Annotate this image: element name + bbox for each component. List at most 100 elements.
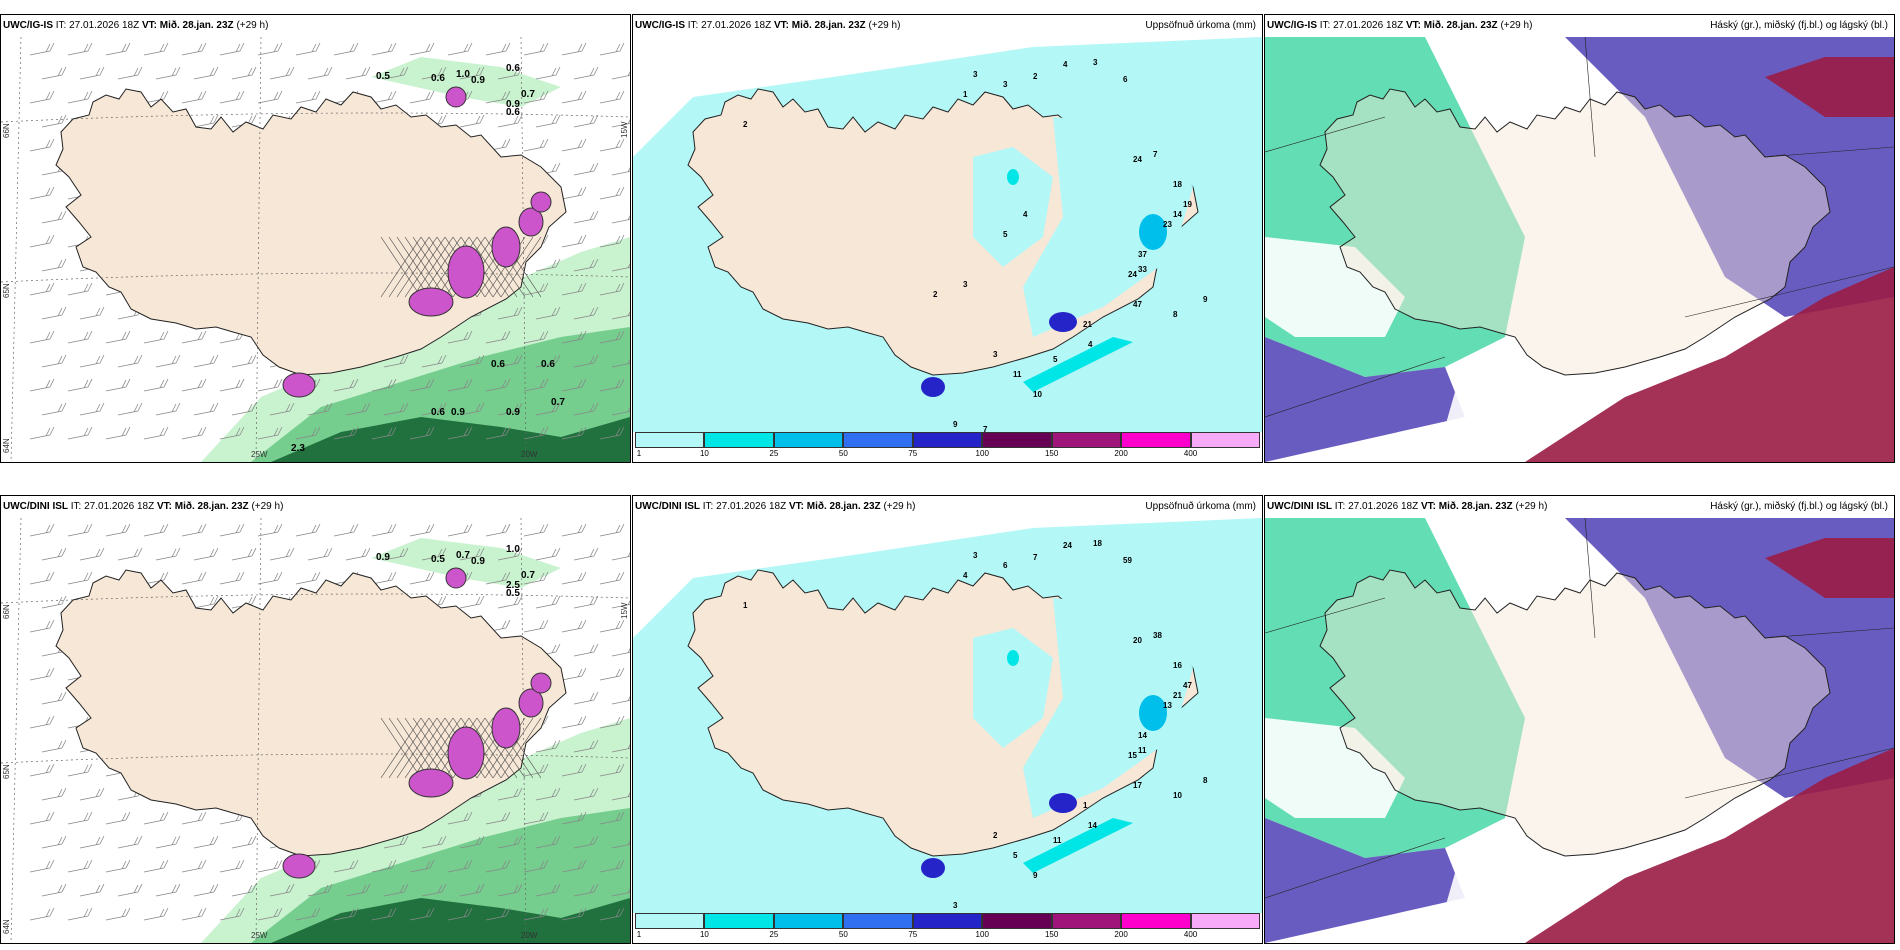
colorbar-swatch [635, 432, 705, 448]
precip-label: 5 [1013, 851, 1018, 860]
grid-label: 65N [2, 283, 11, 298]
contour-label: 0.7 [456, 550, 470, 561]
contour-label: 1.0 [506, 544, 520, 555]
precip-label: 8 [1173, 310, 1178, 319]
valid-time: Mið. 28.jan. 23Z [806, 501, 881, 512]
init-time: 27.01.2026 18Z [1348, 501, 1419, 512]
panel-header: UWC/DINI ISL IT: 27.01.2026 18Z VT: Mið.… [1, 496, 630, 518]
colorbar-tick: 200 [1114, 930, 1128, 939]
grid-label: 64N [2, 438, 11, 453]
precip-label: 1 [1083, 801, 1088, 810]
precip-label: 3 [953, 901, 958, 910]
contour-label: 0.9 [471, 556, 485, 567]
precip-label: 10 [1033, 390, 1042, 399]
contour-label: 0.7 [521, 89, 535, 100]
colorbar-tick: 100 [975, 449, 989, 458]
model-name: UWC/IG-IS [3, 20, 53, 31]
precip-label: 7 [1153, 150, 1158, 159]
init-time: 27.01.2026 18Z [716, 501, 787, 512]
precip-label: 21 [1173, 691, 1182, 700]
precip-label: 14 [1173, 210, 1182, 219]
contour-label: 0.9 [506, 407, 520, 418]
precip-label: 4 [1063, 60, 1068, 69]
panel-title: Háský (gr.), miðský (fj.bl.) og lágský (… [1710, 20, 1888, 31]
colorbar-swatch [773, 913, 844, 929]
precip-label: 6 [1003, 561, 1008, 570]
colorbar-tick: 10 [699, 449, 709, 458]
colorbar-swatch [843, 432, 913, 448]
it-label: IT: [55, 20, 67, 31]
panel-header: UWC/IG-IS IT: 27.01.2026 18Z VT: Mið. 28… [1265, 15, 1894, 37]
precip-label: 20 [1133, 636, 1142, 645]
contour-label: 2.3 [291, 443, 305, 454]
precip-label: 10 [1173, 791, 1182, 800]
colorbar-tick: 50 [838, 930, 848, 939]
precip-label: 14 [1138, 731, 1147, 740]
vt-label: VT: [773, 20, 789, 31]
valid-time: Mið. 28.jan. 23Z [1438, 501, 1513, 512]
colorbar-tick: 150 [1044, 930, 1059, 939]
vt-label: VT: [141, 20, 157, 31]
precip-label: 3 [973, 70, 978, 79]
colorbar-swatch [704, 432, 774, 448]
precip-label: 24 [1128, 270, 1137, 279]
panel-header: UWC/IG-IS IT: 27.01.2026 18Z VT: Mið. 28… [1, 15, 630, 37]
grid-label: 25W [251, 450, 268, 459]
panel-ig-wind: UWC/IG-IS IT: 27.01.2026 18Z VT: Mið. 28… [0, 14, 631, 463]
model-name: UWC/DINI ISL [1267, 501, 1332, 512]
contour-label: 0.6 [491, 359, 505, 370]
precip-label: 11 [1053, 836, 1062, 845]
precip-label: 47 [1133, 300, 1142, 309]
contour-label: 0.5 [506, 588, 520, 599]
contour-label: 0.6 [541, 359, 555, 370]
grid-label: 66N [2, 604, 11, 619]
colorbar-tick: 100 [975, 930, 989, 939]
it-label: IT: [1319, 20, 1331, 31]
colorbar: 1 10 25 50 75 100 150 200 400 [635, 913, 1260, 941]
wind-precip-map: 0.9 0.5 0.7 0.9 1.0 0.7 2.5 0.5 66N 65N 64N 25W 20W 1… [1, 518, 630, 943]
it-label: IT: [1334, 501, 1346, 512]
contour-label: 0.9 [506, 99, 520, 110]
init-time: 27.01.2026 18Z [701, 20, 772, 31]
precip-label: 15 [1128, 751, 1137, 760]
contour-label: 0.6 [506, 63, 520, 74]
panel-ig-cloud: UWC/IG-IS IT: 27.01.2026 18Z VT: Mið. 28… [1264, 14, 1895, 463]
panel-title: Uppsöfnuð úrkoma (mm) [1145, 20, 1256, 31]
precip-label: 1 [743, 601, 748, 610]
vt-label: VT: [156, 501, 172, 512]
vt-label: VT: [788, 501, 804, 512]
precip-label: 3 [973, 551, 978, 560]
colorbar-tick: 1 [636, 930, 642, 939]
grid-label: 25W [251, 931, 268, 940]
precip-label: 4 [1023, 210, 1028, 219]
precip-label: 24 [1063, 541, 1072, 550]
colorbar-tick: 25 [769, 449, 779, 458]
panel-title: Háský (gr.), miðský (fj.bl.) og lágský (… [1710, 501, 1888, 512]
panel-header: UWC/DINI ISL IT: 27.01.2026 18Z VT: Mið.… [633, 496, 1262, 518]
precip-label: 9 [1203, 295, 1208, 304]
contour-label: 0.5 [376, 71, 390, 82]
contour-label: 0.7 [551, 397, 565, 408]
contour-label: 0.9 [451, 407, 465, 418]
precip-label: 23 [1163, 220, 1172, 229]
vt-label: VT: [1420, 501, 1436, 512]
colorbar-swatch [1190, 913, 1260, 929]
precip-label: 2 [1033, 72, 1038, 81]
colorbar-tick: 1 [636, 449, 642, 458]
grid-label: 64N [2, 919, 11, 934]
precip-label: 6 [1123, 75, 1128, 84]
precip-label: 33 [1138, 265, 1147, 274]
it-label: IT: [687, 20, 699, 31]
panel-dini-cloud: UWC/DINI ISL IT: 27.01.2026 18Z VT: Mið.… [1264, 495, 1895, 944]
colorbar: 1 10 25 50 75 100 150 200 400 [635, 432, 1260, 460]
lead-time: (+29 h) [1515, 501, 1548, 512]
precip-label: 17 [1133, 781, 1142, 790]
contour-label: 0.9 [376, 552, 390, 563]
panel-title: Uppsöfnuð úrkoma (mm) [1145, 501, 1256, 512]
colorbar-tick: 75 [908, 930, 918, 939]
lead-time: (+29 h) [251, 501, 284, 512]
precip-label: 5 [1003, 230, 1008, 239]
accumulated-precip-map: 4 1 3 6 7 24 18 59 38 20 16 47 21 13 14 11 17 15 10 8 14 11 9 5… [633, 518, 1262, 913]
colorbar-tick: 50 [838, 449, 848, 458]
precip-label: 3 [963, 280, 968, 289]
